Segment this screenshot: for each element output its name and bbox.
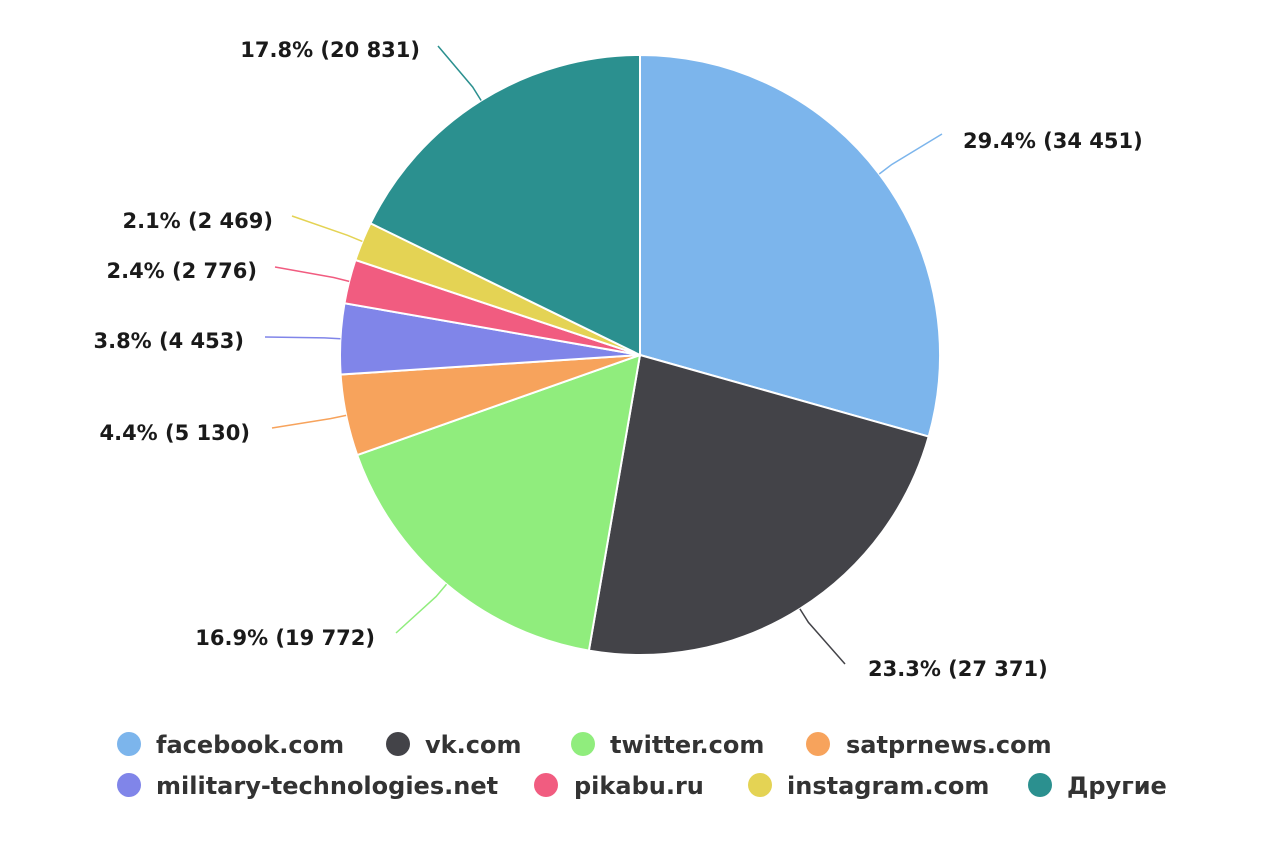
pie-slice-vk-com[interactable] bbox=[587, 353, 930, 656]
data-label-twitter-com: 16.9% (19 772) bbox=[195, 626, 375, 650]
legend-item-military-technologies-net[interactable]: military-technologies.net bbox=[117, 772, 498, 800]
legend-label: military-technologies.net bbox=[156, 772, 498, 800]
legend: facebook.com vk.com twitter.com satprnews.c… bbox=[117, 731, 1167, 800]
legend-label: vk.com bbox=[425, 731, 521, 759]
legend-marker-icon bbox=[748, 773, 772, 797]
data-label-military-technologies-net: 3.8% (4 453) bbox=[93, 329, 244, 353]
legend-item-другие[interactable]: Другие bbox=[1028, 772, 1167, 800]
legend-label: satprnews.com bbox=[846, 731, 1052, 759]
label-connectors bbox=[264, 45, 943, 665]
connector-twitter-com bbox=[395, 583, 448, 634]
data-label-instagram-com: 2.1% (2 469) bbox=[122, 209, 273, 233]
legend-item-vk-com[interactable]: vk.com bbox=[386, 731, 521, 759]
legend-item-facebook-com[interactable]: facebook.com bbox=[117, 731, 344, 759]
legend-label: instagram.com bbox=[787, 772, 989, 800]
connector-vk-com bbox=[799, 608, 846, 665]
connector-instagram-com bbox=[291, 215, 363, 243]
data-label-другие: 17.8% (20 831) bbox=[240, 38, 420, 62]
connector-facebook-com bbox=[878, 133, 943, 175]
pie-slice-facebook-com[interactable] bbox=[639, 53, 941, 438]
legend-label: Другие bbox=[1067, 772, 1167, 800]
data-labels: 29.4% (34 451) 23.3% (27 371) 16.9% (19 77… bbox=[93, 38, 1142, 681]
data-label-vk-com: 23.3% (27 371) bbox=[868, 657, 1048, 681]
pie-slice-twitter-com[interactable] bbox=[355, 353, 642, 652]
legend-label: pikabu.ru bbox=[574, 772, 704, 800]
legend-label: twitter.com bbox=[610, 731, 764, 759]
legend-item-instagram-com[interactable]: instagram.com bbox=[748, 772, 989, 800]
legend-marker-icon bbox=[117, 773, 141, 797]
connector-military-technologies-net bbox=[264, 336, 341, 340]
pie-slices bbox=[339, 53, 941, 656]
data-label-pikabu-ru: 2.4% (2 776) bbox=[106, 259, 257, 283]
legend-item-pikabu-ru[interactable]: pikabu.ru bbox=[534, 772, 704, 800]
data-label-facebook-com: 29.4% (34 451) bbox=[963, 129, 1143, 153]
legend-marker-icon bbox=[806, 732, 830, 756]
data-label-satprnews-com: 4.4% (5 130) bbox=[99, 421, 250, 445]
legend-label: facebook.com bbox=[156, 731, 344, 759]
legend-marker-icon bbox=[117, 732, 141, 756]
legend-item-satprnews-com[interactable]: satprnews.com bbox=[806, 731, 1052, 759]
connector-satprnews-com bbox=[271, 414, 347, 429]
legend-item-twitter-com[interactable]: twitter.com bbox=[571, 731, 764, 759]
legend-marker-icon bbox=[386, 732, 410, 756]
legend-marker-icon bbox=[571, 732, 595, 756]
legend-marker-icon bbox=[534, 773, 558, 797]
legend-marker-icon bbox=[1028, 773, 1052, 797]
connector-другие bbox=[437, 45, 482, 101]
connector-pikabu-ru bbox=[274, 266, 350, 283]
